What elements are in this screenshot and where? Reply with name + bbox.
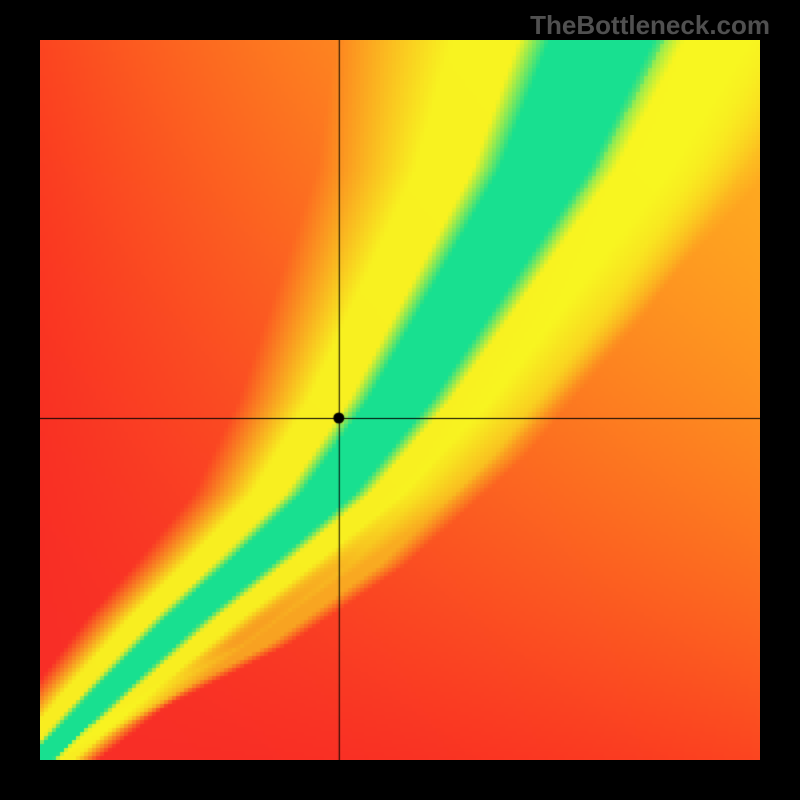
watermark-text: TheBottleneck.com	[530, 10, 770, 41]
bottleneck-heatmap	[40, 40, 760, 760]
chart-container: TheBottleneck.com	[0, 0, 800, 800]
